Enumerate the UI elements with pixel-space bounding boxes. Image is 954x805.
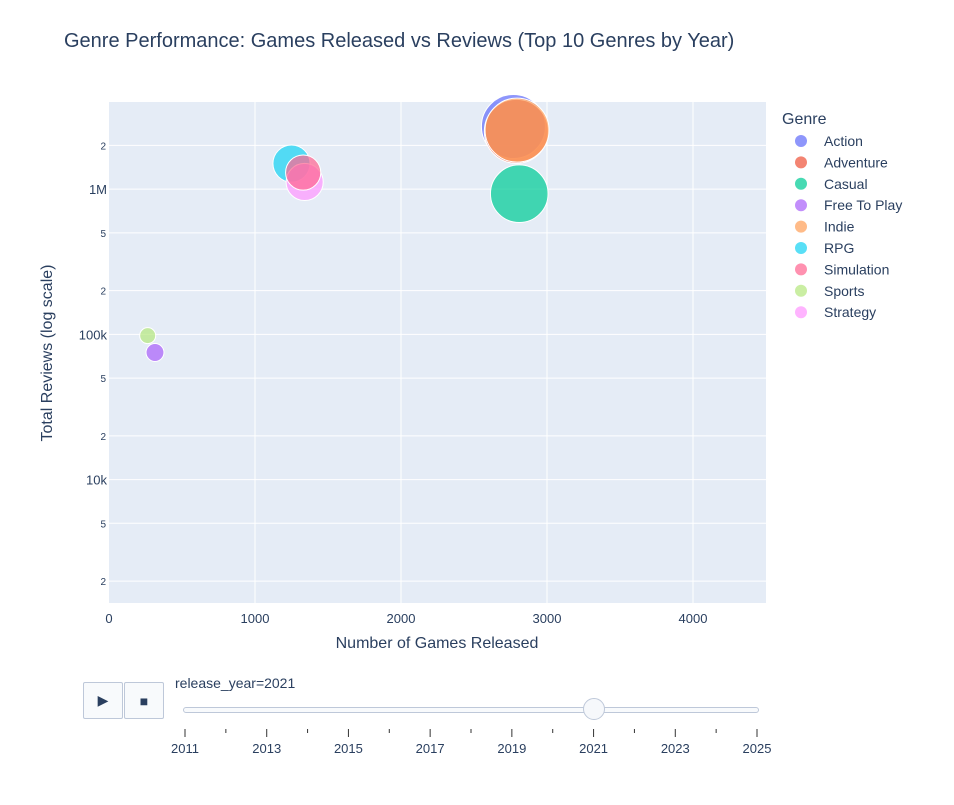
legend-marker	[795, 263, 807, 276]
legend-item-free-to-play[interactable]: Free To Play	[795, 197, 902, 213]
stop-icon: ■	[139, 692, 149, 709]
x-tick-label: 3000	[533, 611, 562, 626]
legend-label: Indie	[824, 219, 855, 235]
slider-ticks: 2011 2013 2015 2017 2019 2021 2023 2025	[171, 729, 771, 756]
play-button[interactable]: ▶	[83, 682, 123, 719]
chart-title: Genre Performance: Games Released vs Rev…	[64, 30, 734, 52]
y-minor-tick-label: 2	[100, 432, 106, 443]
slider-tick-label: 2025	[743, 741, 772, 756]
x-tick-label: 1000	[241, 611, 270, 626]
legend-label: Simulation	[824, 261, 889, 277]
legend-marker	[795, 177, 807, 190]
y-minor-tick-label: 2	[100, 287, 106, 298]
slider-tick-label: 2021	[579, 741, 608, 756]
legend-label: Adventure	[824, 154, 888, 170]
legend-item-adventure[interactable]: Adventure	[795, 154, 888, 170]
data-points	[139, 93, 550, 362]
slider-tick-label: 2019	[497, 741, 526, 756]
slider-tick-label: 2011	[171, 741, 199, 756]
x-axis-title: Number of Games Released	[336, 635, 539, 652]
grid-lines	[109, 102, 766, 603]
legend-item-casual[interactable]: Casual	[795, 176, 868, 192]
legend-marker	[795, 156, 807, 169]
legend-marker	[795, 284, 807, 297]
legend-label: Casual	[824, 176, 868, 192]
y-tick-label: 10k	[86, 473, 107, 488]
stop-button[interactable]: ■	[124, 682, 164, 719]
y-minor-tick-label: 5	[100, 519, 106, 530]
y-minor-tick-label: 2	[100, 577, 106, 588]
legend-title: Genre	[782, 111, 827, 128]
legend-item-strategy[interactable]: Strategy	[795, 304, 876, 320]
slider-tick-label: 2015	[334, 741, 363, 756]
legend-marker	[795, 220, 807, 233]
bubble-indie[interactable]	[484, 97, 550, 163]
legend-marker	[795, 242, 807, 254]
plot-area	[109, 102, 766, 603]
legend-marker	[795, 135, 807, 147]
y-tick-label: 1M	[89, 182, 107, 197]
y-minor-tick-label: 5	[100, 374, 106, 385]
legend-label: Action	[824, 133, 863, 149]
slider-track[interactable]	[183, 707, 759, 713]
bubble-casual[interactable]	[489, 164, 549, 224]
legend-marker	[795, 199, 807, 212]
y-axis-title: Total Reviews (log scale)	[39, 265, 56, 442]
slider-tick-label: 2017	[416, 741, 445, 756]
slider-tick-label: 2013	[252, 741, 281, 756]
legend-label: Strategy	[824, 304, 876, 320]
x-tick-label: 0	[105, 611, 112, 626]
bubble-simulation[interactable]	[285, 154, 322, 191]
slider-handle[interactable]	[582, 698, 605, 720]
y-axis-ticks: 10k 100k 1M 2 5 2 5 2 5 2	[79, 141, 108, 588]
y-tick-label: 100k	[79, 327, 108, 342]
legend-label: Free To Play	[824, 197, 902, 213]
x-tick-label: 4000	[679, 611, 708, 626]
x-axis-ticks: 0 1000 2000 3000 4000	[105, 611, 707, 626]
legend: Action Adventure Casual Free To Play Indie RP…	[795, 133, 902, 320]
legend-marker	[795, 306, 807, 319]
bubble-sports[interactable]	[139, 327, 157, 345]
y-minor-tick-label: 5	[100, 229, 106, 240]
y-minor-tick-label: 2	[100, 141, 106, 152]
legend-item-rpg[interactable]: RPG	[795, 240, 854, 256]
legend-label: RPG	[824, 240, 854, 256]
play-icon: ▶	[97, 692, 109, 708]
slider-tick-label: 2023	[661, 741, 690, 756]
legend-item-action[interactable]: Action	[795, 133, 863, 149]
legend-label: Sports	[824, 283, 864, 299]
x-tick-label: 2000	[387, 611, 416, 626]
legend-item-indie[interactable]: Indie	[795, 219, 855, 235]
bubble-free-to-play[interactable]	[145, 343, 165, 362]
legend-item-simulation[interactable]: Simulation	[795, 261, 889, 277]
legend-item-sports[interactable]: Sports	[795, 283, 864, 299]
slider-current-value: release_year=2021	[175, 675, 296, 691]
